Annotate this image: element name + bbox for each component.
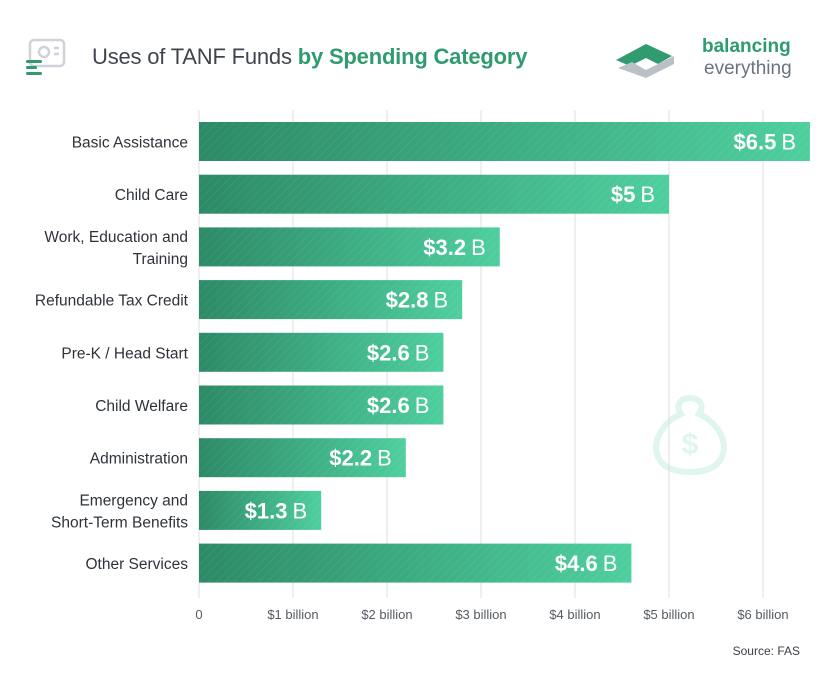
bar-value-unit: B xyxy=(377,446,392,471)
category-label-line: Child Welfare xyxy=(95,398,188,415)
bar-value-number: $2.2 xyxy=(329,446,372,471)
category-label-line: Training xyxy=(133,251,188,268)
bar-value-label: $3.2 B xyxy=(423,235,486,260)
bar-texture xyxy=(199,490,322,530)
category-label: Other Services xyxy=(85,556,188,573)
category-label: Child Welfare xyxy=(95,398,188,415)
bar-texture xyxy=(199,438,406,478)
money-bag-icon: $ xyxy=(645,388,735,478)
bar-value-unit: B xyxy=(471,235,486,260)
bar-value-unit: B xyxy=(781,130,796,155)
category-label-line: Child Care xyxy=(115,187,188,204)
bar-value-label: $2.2 B xyxy=(329,446,392,471)
bar-texture xyxy=(199,385,444,425)
title-light: Uses of TANF Funds xyxy=(92,44,292,69)
bar-texture xyxy=(199,174,669,214)
x-tick-label: $1 billion xyxy=(267,607,318,622)
category-label-line: Refundable Tax Credit xyxy=(35,293,189,310)
category-label: Pre-K / Head Start xyxy=(61,345,188,362)
bar-texture xyxy=(199,280,463,320)
category-label: Emergency and Short-Term Benefits xyxy=(51,492,188,531)
bar-value-number: $2.6 xyxy=(367,393,410,418)
balancing-everything-logo xyxy=(612,38,680,82)
source-note: Source: FAS xyxy=(732,644,800,658)
category-label-line: Pre-K / Head Start xyxy=(61,345,188,362)
bar-value-label: $4.6 B xyxy=(555,551,618,576)
bar-texture xyxy=(199,122,810,161)
bar-texture xyxy=(199,332,444,372)
bar-value-number: $3.2 xyxy=(423,235,466,260)
bar-value-unit: B xyxy=(603,551,618,576)
x-tick-label: $2 billion xyxy=(361,607,412,622)
category-label-line: Basic Assistance xyxy=(72,135,188,152)
bar-value-unit: B xyxy=(640,182,655,207)
bar-value-number: $1.3 xyxy=(245,498,288,523)
brand: balancing everything xyxy=(612,32,812,84)
bar-value-number: $2.6 xyxy=(367,340,410,365)
x-tick-label: $6 billion xyxy=(737,607,788,622)
bar-value-number: $5 xyxy=(611,182,635,207)
bar-value-label: $6.5 B xyxy=(733,130,796,155)
brand-name-line2: everything xyxy=(704,58,792,79)
bar-value-label: $5 B xyxy=(611,182,655,207)
x-tick-label: $5 billion xyxy=(643,607,694,622)
bar-value-label: $1.3 B xyxy=(245,498,308,523)
x-tick-label: $3 billion xyxy=(455,607,506,622)
x-axis-ticks: 0 $1 billion $2 billion $3 billion $4 billio… xyxy=(195,607,788,622)
bars: $6.5 B$5 B$3.2 B$2.8 B$2.6 B$2.6 B$2.2 B$1.3 B$4… xyxy=(199,122,810,583)
x-tick-label: 0 xyxy=(195,607,202,622)
bar-value-number: $6.5 xyxy=(733,130,776,155)
category-label-line: Work, Education and xyxy=(44,229,188,246)
category-label: Basic Assistance xyxy=(72,135,188,152)
brand-name-line1: balancing xyxy=(702,36,791,57)
bar-value-unit: B xyxy=(293,498,308,523)
category-labels: Basic Assistance Child Care Work, Educatio… xyxy=(35,135,189,574)
bar-texture xyxy=(199,227,500,267)
bar-value-unit: B xyxy=(415,393,430,418)
bar-texture xyxy=(199,543,632,583)
bar-value-number: $2.8 xyxy=(386,288,429,313)
bar-value-label: $2.6 B xyxy=(367,393,430,418)
category-label: Work, Education and Training xyxy=(44,229,188,268)
bar-value-unit: B xyxy=(434,288,449,313)
category-label-line: Administration xyxy=(90,451,188,468)
bar-value-unit: B xyxy=(415,340,430,365)
bar-value-label: $2.6 B xyxy=(367,340,430,365)
category-label: Child Care xyxy=(115,187,188,204)
title-bold: by Spending Category xyxy=(297,44,528,69)
bar-value-number: $4.6 xyxy=(555,551,598,576)
svg-text:$: $ xyxy=(682,428,699,461)
x-tick-label: $4 billion xyxy=(549,607,600,622)
category-label-line: Emergency and xyxy=(79,492,188,509)
category-label-line: Other Services xyxy=(85,556,188,573)
document-chart-icon xyxy=(24,38,68,76)
category-label: Administration xyxy=(90,451,188,468)
category-label: Refundable Tax Credit xyxy=(35,293,189,310)
bar-value-label: $2.8 B xyxy=(386,288,449,313)
page-title: Uses of TANF Funds by Spending Category xyxy=(92,44,527,70)
category-label-line: Short-Term Benefits xyxy=(51,514,188,531)
